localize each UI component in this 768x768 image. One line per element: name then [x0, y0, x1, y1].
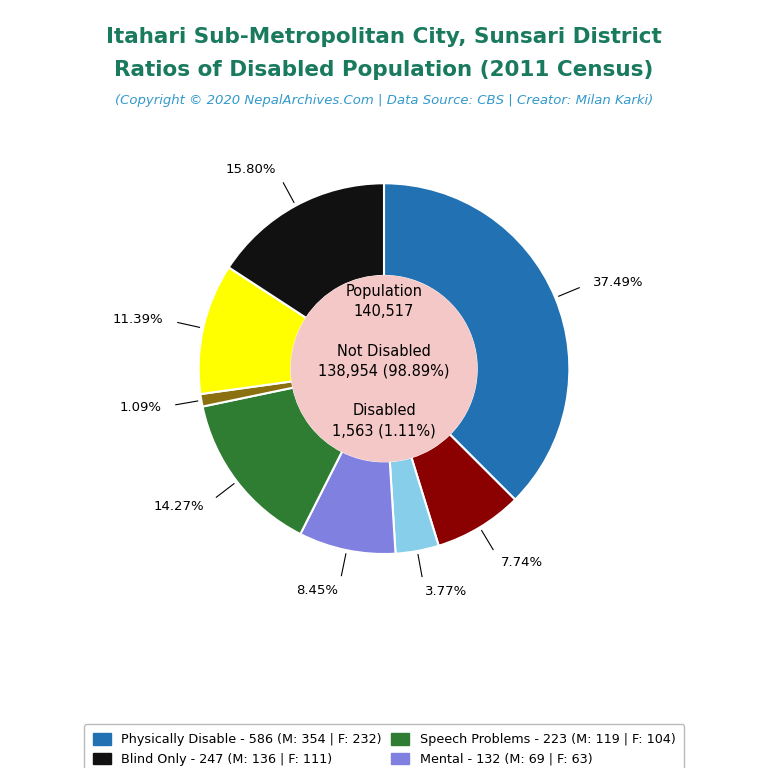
Wedge shape [229, 184, 384, 318]
Text: 37.49%: 37.49% [593, 276, 644, 289]
Text: 1.09%: 1.09% [119, 401, 161, 414]
Wedge shape [384, 184, 569, 500]
Wedge shape [300, 452, 396, 554]
Text: (Copyright © 2020 NepalArchives.Com | Data Source: CBS | Creator: Milan Karki): (Copyright © 2020 NepalArchives.Com | Da… [115, 94, 653, 107]
Wedge shape [200, 382, 293, 406]
Wedge shape [199, 267, 306, 394]
Text: Itahari Sub-Metropolitan City, Sunsari District: Itahari Sub-Metropolitan City, Sunsari D… [106, 27, 662, 47]
Wedge shape [390, 457, 439, 554]
Text: 7.74%: 7.74% [501, 556, 543, 569]
Text: 11.39%: 11.39% [113, 313, 164, 326]
Legend: Physically Disable - 586 (M: 354 | F: 232), Blind Only - 247 (M: 136 | F: 111), : Physically Disable - 586 (M: 354 | F: 23… [84, 724, 684, 768]
Text: 14.27%: 14.27% [154, 500, 204, 513]
Wedge shape [412, 434, 515, 546]
Text: Ratios of Disabled Population (2011 Census): Ratios of Disabled Population (2011 Cens… [114, 60, 654, 80]
Text: Population
140,517

Not Disabled
138,954 (98.89%)

Disabled
1,563 (1.11%): Population 140,517 Not Disabled 138,954 … [318, 284, 450, 438]
Text: 8.45%: 8.45% [296, 584, 339, 597]
Circle shape [291, 276, 477, 462]
Text: 15.80%: 15.80% [226, 164, 276, 177]
Wedge shape [203, 388, 343, 534]
Text: 3.77%: 3.77% [425, 584, 467, 598]
